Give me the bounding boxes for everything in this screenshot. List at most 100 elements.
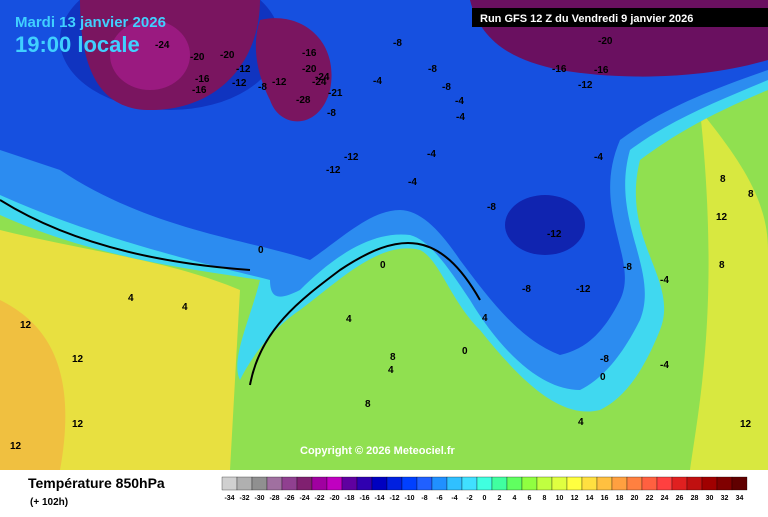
- contour-label: 0: [380, 260, 386, 271]
- colorbar-cell: [401, 476, 418, 491]
- contour-label: 4: [482, 313, 488, 324]
- colorbar-label: 2: [498, 495, 502, 502]
- contour-label: 8: [390, 352, 396, 363]
- contour-label: -4: [660, 360, 669, 371]
- contour-label: 12: [72, 354, 84, 365]
- contour-label: -8: [258, 82, 267, 93]
- colorbar-label: 30: [706, 495, 714, 502]
- contour-label: 4: [388, 365, 394, 376]
- colorbar-label: 20: [631, 495, 639, 502]
- contour-label: -12: [344, 152, 359, 163]
- contour-label: -4: [373, 76, 382, 87]
- colorbar-cell: [416, 476, 433, 491]
- colorbar-label: -12: [389, 495, 399, 502]
- colorbar-cell: [731, 476, 748, 491]
- colorbar-cell: [431, 476, 448, 491]
- colorbar-label: 22: [646, 495, 654, 502]
- contour-label: 12: [10, 441, 22, 452]
- colorbar-cell: [326, 476, 343, 491]
- contour-label: -12: [547, 229, 562, 240]
- run-label: Run GFS 12 Z du Vendredi 9 janvier 2026: [480, 13, 693, 25]
- contour-label: -20: [190, 52, 205, 63]
- colorbar-cell: [686, 476, 703, 491]
- colorbar-cell: [671, 476, 688, 491]
- colorbar: -34 -32 -30 -28 -26 -24 -22 -20 -18 -16 -14 -12 -10-…: [221, 476, 748, 502]
- colorbar-label: 16: [601, 495, 609, 502]
- contour-label: -8: [393, 38, 402, 49]
- contour-label: -12: [232, 78, 247, 89]
- colorbar-label: -2: [466, 495, 472, 502]
- colorbar-cell: [581, 476, 598, 491]
- colorbar-cell: [626, 476, 643, 491]
- colorbar-cell: [551, 476, 568, 491]
- colorbar-label: -6: [436, 495, 442, 502]
- colorbar-cell: [251, 476, 268, 491]
- colorbar-cell: [266, 476, 283, 491]
- contour-label: -12: [326, 165, 341, 176]
- colorbar-cell: [521, 476, 538, 491]
- colorbar-cell: [641, 476, 658, 491]
- footer-lead: (+ 102h): [30, 497, 68, 508]
- colorbar-cell: [356, 476, 373, 491]
- contour-label: 8: [719, 260, 725, 271]
- contour-label: 12: [20, 320, 32, 331]
- contour-label: -4: [594, 152, 603, 163]
- colorbar-label: -18: [344, 495, 354, 502]
- colorbar-label: -8: [421, 495, 427, 502]
- colorbar-cell: [716, 476, 733, 491]
- contour-label: -4: [455, 96, 464, 107]
- colorbar-label: 18: [616, 495, 624, 502]
- contour-label: -8: [442, 82, 451, 93]
- contour-label: -8: [327, 108, 336, 119]
- colorbar-cell: [221, 476, 238, 491]
- colorbar-label: 12: [571, 495, 579, 502]
- contour-label: 0: [258, 245, 264, 256]
- contour-label: 0: [462, 346, 468, 357]
- contour-label: -20: [598, 36, 613, 47]
- contour-label: -20: [302, 64, 317, 75]
- copyright: Copyright © 2026 Meteociel.fr: [300, 445, 456, 457]
- colorbar-cell: [566, 476, 583, 491]
- colorbar-label: -34: [224, 495, 234, 502]
- contour-label: -8: [428, 64, 437, 75]
- map-background: [0, 0, 768, 470]
- colorbar-cell: [236, 476, 253, 491]
- contour-label: -16: [302, 48, 317, 59]
- run-box: [472, 8, 768, 27]
- contour-label: 8: [720, 174, 726, 185]
- contour-label: 4: [346, 314, 352, 325]
- contour-label: 4: [128, 293, 134, 304]
- colorbar-label: -32: [239, 495, 249, 502]
- colorbar-cell: [311, 476, 328, 491]
- colorbar-cell: [446, 476, 463, 491]
- colorbar-label: 28: [691, 495, 699, 502]
- colorbar-label: -16: [359, 495, 369, 502]
- contour-label: 8: [748, 189, 754, 200]
- colorbar-label: -26: [284, 495, 294, 502]
- contour-label: 12: [72, 419, 84, 430]
- colorbar-cell: [296, 476, 313, 491]
- contour-label: -8: [522, 284, 531, 295]
- contour-label: -8: [600, 354, 609, 365]
- colorbar-cell: [491, 476, 508, 491]
- contour-label: -28: [296, 95, 311, 106]
- colorbar-label: -28: [269, 495, 279, 502]
- colorbar-cell: [341, 476, 358, 491]
- colorbar-label: 4: [513, 495, 517, 502]
- colorbar-cell: [506, 476, 523, 491]
- contour-label: 8: [365, 399, 371, 410]
- colorbar-cell: [596, 476, 613, 491]
- colorbar-label: 10: [556, 495, 564, 502]
- contour-label: 0: [600, 372, 606, 383]
- colorbar-label: -20: [329, 495, 339, 502]
- colorbar-cell: [461, 476, 478, 491]
- contour-labels: -24-20 -20-16-16-12 -8 -12-12-16-20-24-28-2…: [10, 36, 754, 452]
- time-label: 19:00 locale: [15, 32, 140, 57]
- contour-label: -12: [576, 284, 591, 295]
- colorbar-label: 14: [586, 495, 594, 502]
- contour-label: -21: [328, 88, 343, 99]
- contour-label: 12: [716, 212, 728, 223]
- colorbar-cell: [281, 476, 298, 491]
- colorbar-label: -22: [314, 495, 324, 502]
